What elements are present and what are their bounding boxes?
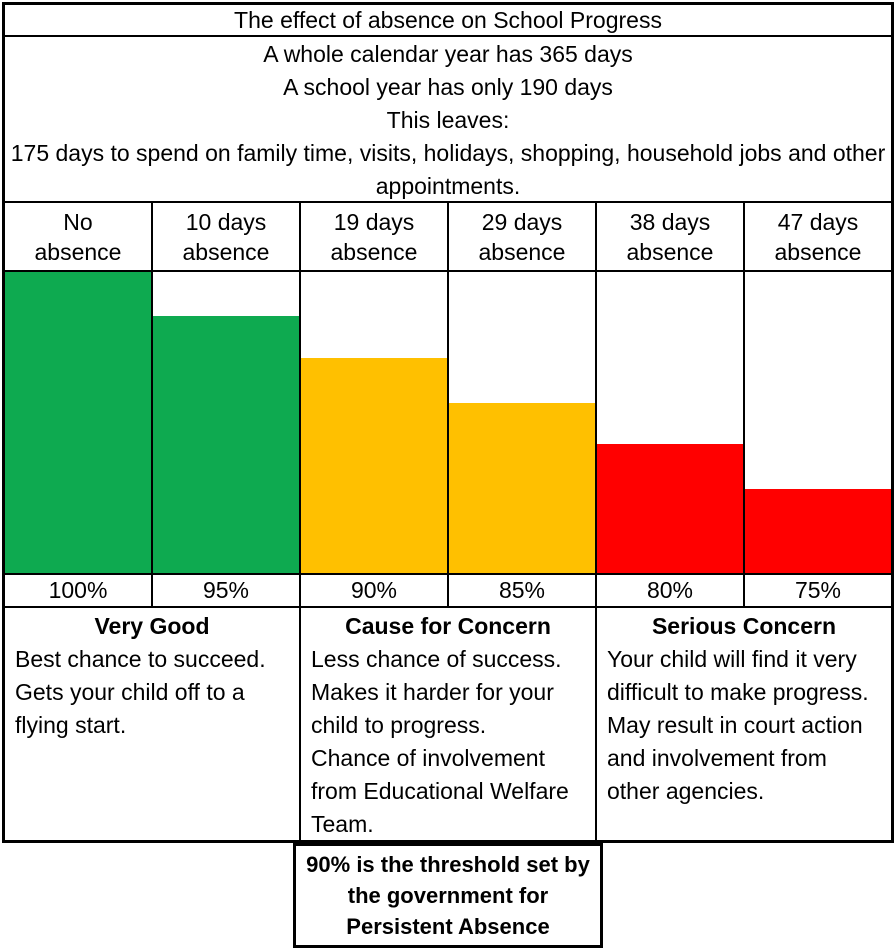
assessment-card-2: Cause for Concern Less chance of success.… bbox=[299, 608, 595, 840]
bar-value-label-6: 75% bbox=[743, 575, 891, 606]
footnote-spacer-left bbox=[2, 843, 293, 948]
column-header-6: 47 days absence bbox=[743, 203, 891, 270]
bar-value-label-4: 85% bbox=[447, 575, 595, 606]
persistent-absence-note: 90% is the threshold set by the governme… bbox=[293, 843, 603, 948]
assessment-paragraph: Makes it harder for your child to progre… bbox=[311, 679, 554, 738]
column-header-4: 29 days absence bbox=[447, 203, 595, 270]
column-header-5: 38 days absence bbox=[595, 203, 743, 270]
assessment-body: Best chance to succeed. Gets your child o… bbox=[15, 643, 289, 742]
column-header-3: 19 days absence bbox=[299, 203, 447, 270]
column-header-line: 29 days bbox=[481, 208, 563, 235]
column-headers-row: No absence 10 days absence 19 days absence 29 … bbox=[5, 201, 891, 270]
assessment-heading: Cause for Concern bbox=[345, 613, 551, 639]
column-header-1: No absence bbox=[5, 203, 151, 270]
bar-75pct bbox=[745, 488, 891, 573]
column-header-line: absence bbox=[330, 238, 418, 265]
assessment-body: Less chance of success. Makes it harder f… bbox=[311, 643, 585, 841]
bars-row bbox=[5, 270, 891, 573]
footnote-spacer-right bbox=[603, 843, 894, 948]
column-header-line: absence bbox=[182, 238, 270, 265]
assessment-paragraph: Gets your child off to a flying start. bbox=[15, 679, 245, 738]
bar-cell-1 bbox=[5, 272, 151, 573]
column-header-line: absence bbox=[34, 238, 122, 265]
column-header-2: 10 days absence bbox=[151, 203, 299, 270]
column-header-line: 10 days bbox=[185, 208, 267, 235]
column-header-line: absence bbox=[774, 238, 862, 265]
bar-value-label-2: 95% bbox=[151, 575, 299, 606]
assessment-heading: Very Good bbox=[94, 613, 210, 639]
bar-value-label-5: 80% bbox=[595, 575, 743, 606]
bar-90pct bbox=[301, 357, 447, 573]
assessment-card-1: Very Good Best chance to succeed. Gets you… bbox=[5, 608, 299, 840]
bar-value-label-1: 100% bbox=[48, 577, 108, 603]
chart-title: The effect of absence on School Progress bbox=[234, 6, 662, 33]
assessment-paragraph: Chance of involvement from Educational W… bbox=[311, 745, 569, 837]
footnote-row: 90% is the threshold set by the governme… bbox=[2, 843, 894, 948]
assessments-row: Very Good Best chance to succeed. Gets you… bbox=[5, 606, 891, 840]
assessment-heading: Serious Concern bbox=[651, 613, 837, 639]
intro-row: A whole calendar year has 365 days A sch… bbox=[5, 35, 891, 201]
bar-100pct bbox=[5, 272, 151, 573]
percent-row: 100% 95% 90% 85% 80% 75% bbox=[5, 573, 891, 606]
assessment-card-3: Serious Concern Your child will find it v… bbox=[595, 608, 891, 840]
column-header-line: 19 days bbox=[333, 208, 415, 235]
absence-table: The effect of absence on School Progress… bbox=[2, 2, 894, 843]
bar-85pct bbox=[449, 402, 595, 573]
bar-95pct bbox=[153, 315, 299, 573]
column-header-line: No bbox=[63, 208, 93, 235]
assessment-paragraph: Less chance of success. bbox=[311, 646, 562, 672]
bar-value-label-3: 90% bbox=[299, 575, 447, 606]
bar-80pct bbox=[597, 443, 743, 573]
bar-cell-3 bbox=[299, 272, 447, 573]
bar-cell-6 bbox=[743, 272, 891, 573]
intro-line: A whole calendar year has 365 days bbox=[263, 41, 633, 67]
assessment-paragraph: Best chance to succeed. bbox=[15, 646, 266, 672]
title-row: The effect of absence on School Progress bbox=[5, 5, 891, 35]
bar-cell-4 bbox=[447, 272, 595, 573]
intro-line: 175 days to spend on family time, visits… bbox=[10, 140, 886, 199]
column-header-line: absence bbox=[626, 238, 714, 265]
column-header-line: 47 days bbox=[777, 208, 859, 235]
column-header-line: absence bbox=[478, 238, 566, 265]
intro-line: This leaves: bbox=[386, 107, 510, 133]
assessment-paragraph: May result in court action and involveme… bbox=[607, 712, 863, 804]
column-header-line: 38 days bbox=[629, 208, 711, 235]
intro-line: A school year has only 190 days bbox=[283, 74, 613, 100]
assessment-body: Your child will find it very difficult t… bbox=[607, 643, 881, 808]
bar-cell-5 bbox=[595, 272, 743, 573]
assessment-paragraph: Your child will find it very difficult t… bbox=[607, 646, 869, 705]
bar-cell-2 bbox=[151, 272, 299, 573]
